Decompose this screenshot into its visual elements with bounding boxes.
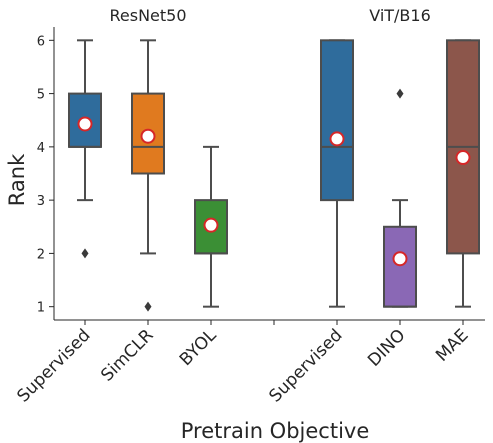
mean-marker [329,131,345,147]
box-simclr [131,39,165,312]
box-dino [383,88,417,308]
y-tick-label: 3 [37,194,45,209]
x-tick-label: BYOL [176,325,221,370]
x-axis: Supervised SimCLR BYOL Supervised DINO MAE [13,320,473,407]
x-tick-label: SimCLR [97,325,157,385]
y-axis: 1 2 3 4 5 6 [37,34,54,316]
box-mae [446,39,480,308]
plot-frame [53,27,485,321]
group-label: ResNet50 [109,6,186,25]
outlier-point [144,301,152,312]
box-body [383,225,417,308]
y-tick-label: 2 [37,247,45,262]
mean-marker [392,251,408,267]
y-tick-label: 1 [37,301,45,316]
x-tick-label: Supervised [265,325,346,406]
box-supervised [68,39,102,259]
box-body [320,39,354,202]
mean-marker [140,128,156,144]
box-supervised [320,39,354,308]
mean-marker [203,217,219,233]
boxes [68,39,480,312]
outlier-point [396,88,404,99]
y-tick-label: 5 [37,88,45,103]
group-labels: ResNet50 ViT/B16 [109,6,430,25]
y-tick-label: 6 [37,34,45,49]
y-axis-label: Rank [5,153,29,206]
outlier-point [81,248,89,259]
y-tick-label: 4 [37,141,45,156]
mean-marker [77,116,93,132]
group-label: ViT/B16 [369,6,431,25]
x-tick-label: DINO [364,325,409,370]
box-byol [194,145,228,308]
x-tick-label: MAE [432,325,472,365]
x-axis-label: Pretrain Objective [181,419,370,443]
mean-marker [455,150,471,166]
x-tick-label: Supervised [13,325,94,406]
